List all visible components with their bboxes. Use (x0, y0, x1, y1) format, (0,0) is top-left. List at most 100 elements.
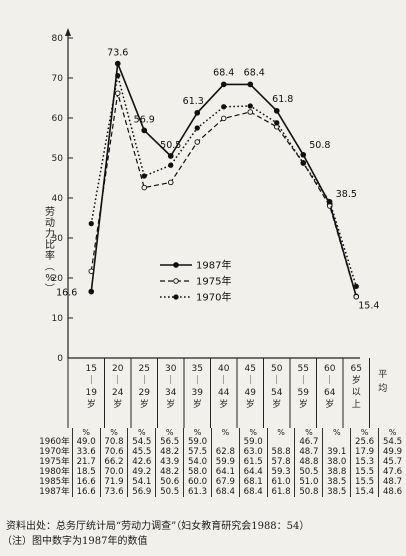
y-tick-label: 40 (52, 194, 64, 204)
table-value-cell: 70.0 (99, 467, 128, 477)
legend-marker (173, 278, 179, 284)
series-point-2 (353, 283, 359, 290)
x-category-label: 25 (139, 364, 150, 374)
table-row: 1987年 16.6 73.6 56.9 50.5 61.3 68.4 68.4 61.8 50.… (7, 487, 406, 497)
table-percent-row: %%%%%%%%%%%% (7, 428, 406, 437)
table-value-cell: 49.0 (71, 437, 101, 447)
table-value-cell: 15.3 (350, 457, 379, 467)
table-percent-cell: % (183, 428, 212, 437)
y-tick-label: 0 (57, 354, 63, 364)
x-category-label: ｜ (87, 375, 96, 386)
series-point-1 (194, 139, 200, 145)
x-category-label: 29 (139, 388, 151, 398)
x-category-label: ｜ (246, 375, 255, 386)
y-axis-label-char: 力 (45, 227, 55, 240)
series-point-0 (114, 60, 121, 67)
legend-label: 1975年 (196, 275, 231, 288)
x-category-label: ｜ (166, 375, 175, 386)
table-value-cell: 38.5 (322, 487, 351, 497)
table-year-cell (7, 428, 72, 437)
x-category-label: 30 (165, 364, 177, 374)
x-category-label: 岁 (272, 398, 281, 410)
table-value-cell: 68.1 (238, 477, 268, 487)
table-value-cell: 25.6 (350, 437, 379, 447)
series-point-0 (141, 127, 148, 134)
table-value-cell: 49.9 (378, 447, 406, 457)
series-point-1 (141, 184, 147, 191)
legend-marker (173, 262, 179, 268)
table-value-cell (322, 437, 351, 447)
table-row: 1975年 21.7 66.2 42.6 43.9 54.0 59.9 61.5 57.8 48.… (7, 457, 406, 467)
table-percent-cell: % (350, 428, 379, 437)
table-value-cell: 18.5 (71, 467, 101, 477)
x-category-label: 39 (192, 388, 204, 398)
table-value-cell (210, 437, 240, 447)
table-year-cell: 1970年 (39, 447, 70, 457)
x-category-label: 59 (298, 388, 310, 398)
table-value-cell: 56.5 (155, 437, 184, 447)
table-value-cell: 33.6 (71, 447, 101, 457)
x-category-label: 岁 (87, 398, 96, 410)
data-label: 50.5 (160, 140, 181, 151)
series-point-0 (88, 288, 95, 295)
table-percent-cell: % (127, 428, 156, 437)
table-percent-cell: % (294, 428, 323, 437)
y-tick-label: 50 (52, 154, 64, 164)
series-point-1 (114, 90, 121, 96)
x-category-label: 岁 (166, 398, 175, 410)
table-value-cell: 50.5 (155, 487, 184, 497)
y-tick-label: 60 (52, 114, 64, 124)
series-point-0 (300, 151, 307, 158)
x-category-label: 40 (218, 364, 230, 374)
x-category-label: ｜ (325, 375, 334, 386)
x-category-label: 岁 (219, 398, 228, 410)
table-value-cell: 39.1 (322, 447, 351, 457)
x-category-label: 岁 (352, 374, 361, 386)
table-row: 1985年 16.6 71.9 54.1 50.6 60.0 67.9 68.1 61.0 51.… (7, 477, 406, 487)
table-value-cell: 64.4 (238, 467, 268, 477)
data-label: 50.8 (309, 140, 330, 151)
data-label: 73.6 (107, 48, 128, 59)
x-category-label: 54 (271, 388, 283, 398)
series-point-2 (221, 104, 227, 110)
data-label: 61.8 (272, 94, 293, 105)
series-line-2 (90, 74, 357, 287)
table-value-cell: 70.6 (99, 447, 128, 457)
table-value-cell: 38.8 (322, 467, 351, 477)
table-value-cell: 48.6 (378, 487, 406, 497)
series-point-1 (220, 115, 227, 122)
table-value-cell: 59.0 (238, 437, 268, 447)
average-header-label: 平 (378, 369, 387, 380)
table-value-cell: 54.5 (127, 437, 156, 447)
y-axis-label-char: 率 (45, 249, 55, 262)
table-value-cell: 16.6 (71, 487, 101, 497)
series-point-1 (247, 109, 253, 115)
table-value-cell: 48.7 (378, 477, 406, 487)
x-category-label: 岁 (299, 398, 308, 410)
y-tick-label: 70 (52, 74, 64, 84)
table-value-cell (266, 437, 295, 447)
x-category-label: 60 (324, 364, 336, 374)
x-category-label: 岁 (193, 398, 202, 410)
chart-note: （注）图中数字为1987年的数值 (2, 536, 148, 547)
table-value-cell: 70.8 (99, 437, 128, 447)
table-year-cell: 1987年 (39, 487, 70, 497)
series-point-2 (168, 162, 174, 168)
labor-force-data-table: %%%%%%%%%%%% 1960年 49.0 70.8 54.5 56.5 59.0 59.… (7, 428, 406, 497)
x-category-label: ｜ (193, 375, 202, 386)
table-value-cell: 54.0 (183, 457, 212, 467)
series-point-2 (141, 173, 147, 179)
table-row: 1980年 18.5 70.0 49.2 48.2 58.0 64.1 64.4 59.3 50.… (7, 467, 406, 477)
x-category-label: 上 (352, 399, 361, 410)
x-category-label: 岁 (140, 398, 149, 410)
series-point-2 (88, 220, 94, 227)
table-value-cell: 51.0 (294, 477, 323, 487)
table-value-cell: 64.1 (210, 467, 240, 477)
table-value-cell: 60.0 (183, 477, 212, 487)
table-value-cell: 73.6 (99, 487, 128, 497)
table-value-cell: 66.2 (99, 457, 128, 467)
x-category-label: 20 (112, 364, 124, 374)
table-value-cell: 38.5 (322, 477, 351, 487)
